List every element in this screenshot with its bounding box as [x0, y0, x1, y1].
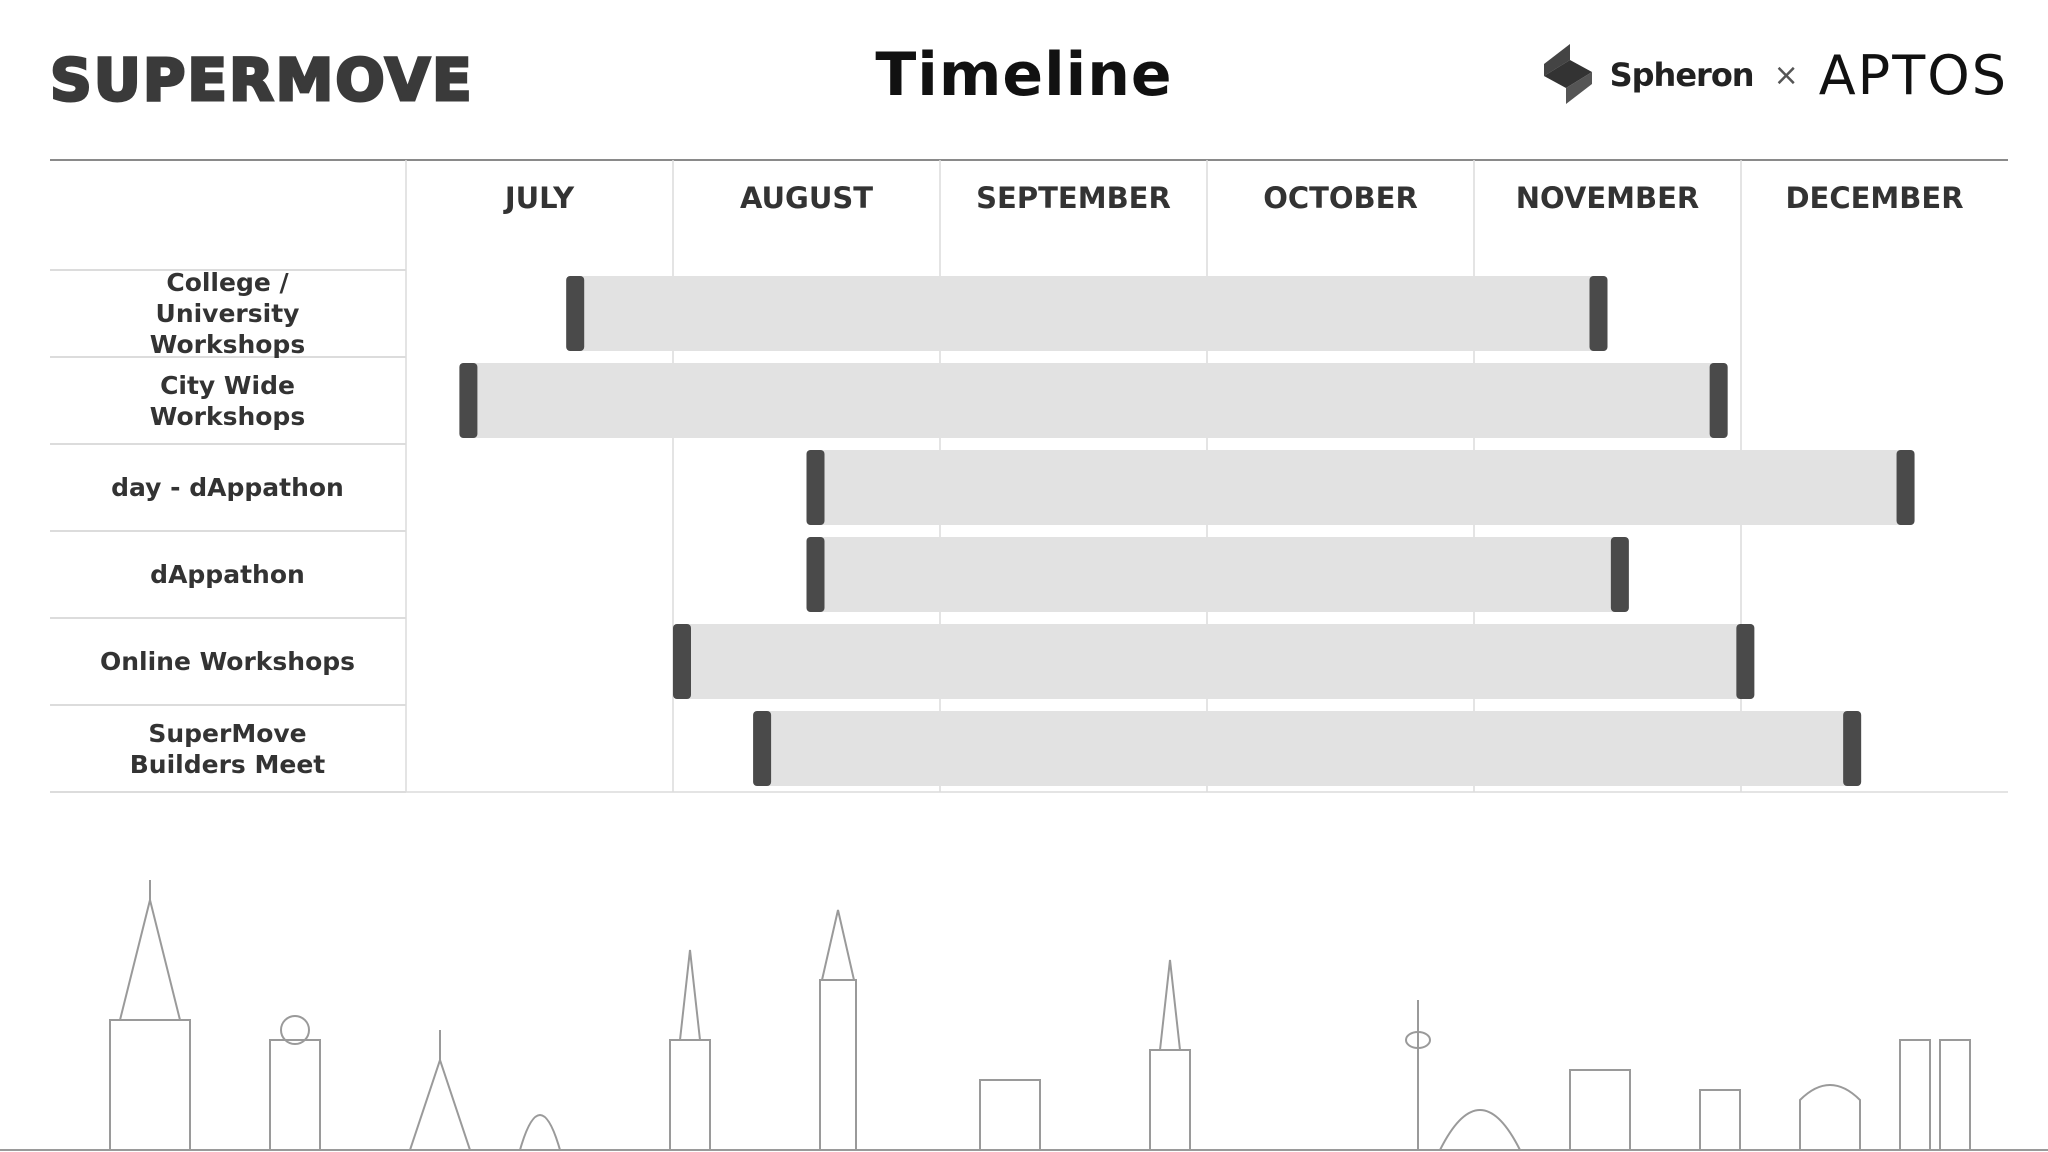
gantt-bar [806, 537, 1629, 612]
task-label: day - dAppathon [50, 444, 405, 531]
collab-separator: × [1773, 57, 1799, 93]
month-label: OCTOBER [1263, 181, 1418, 215]
gantt-bar-end-cap [1589, 276, 1608, 351]
gantt-bar-start-cap [673, 624, 691, 699]
gantt-bar-fill [753, 711, 1862, 786]
gantt-bar-fill [566, 276, 1608, 351]
task-label: SuperMove Builders Meet [50, 705, 405, 792]
task-label: dAppathon [50, 531, 405, 618]
gantt-bar-fill [673, 624, 1755, 699]
gantt-bar-end-cap [1843, 711, 1862, 786]
city-skyline-illustration [0, 880, 2048, 1151]
gantt-bar-start-cap [806, 450, 825, 525]
task-label: City Wide Workshops [50, 357, 405, 444]
task-label-text: day - dAppathon [111, 473, 344, 502]
brand-text: SUPERMOVE [50, 46, 474, 110]
gantt-bar [753, 711, 1862, 786]
task-label-text: SuperMove Builders Meet [129, 718, 326, 779]
month-label: DECEMBER [1785, 181, 1963, 215]
task-label: Online Workshops [50, 618, 405, 705]
month-label: AUGUST [740, 181, 873, 215]
month-axis: JULY AUGUST SEPTEMBER OCTOBER NOVEMBER DECEMB… [503, 181, 1964, 215]
month-label: SEPTEMBER [976, 181, 1171, 215]
gantt-bar-end-cap [1896, 450, 1915, 525]
gantt-bar-end-cap [1709, 363, 1728, 438]
gantt-bar-end-cap [1610, 537, 1629, 612]
gantt-bar-start-cap [806, 537, 825, 612]
spheron-wordmark: Spheron [1609, 56, 1755, 94]
gantt-bar-start-cap [566, 276, 585, 351]
task-label-text: Online Workshops [99, 647, 356, 676]
aptos-wordmark: APTOS [1818, 43, 2008, 107]
gantt-bar [459, 363, 1728, 438]
supermove-logo: SUPERMOVE [50, 46, 474, 110]
spheron-logo-icon [1543, 44, 1592, 104]
gantt-bar-fill [806, 537, 1629, 612]
gantt-bar-fill [806, 450, 1915, 525]
month-label: JULY [503, 181, 575, 215]
gantt-chart: JULY AUGUST SEPTEMBER OCTOBER NOVEMBER DECEMB… [50, 159, 2008, 793]
task-label-text: dAppathon [150, 560, 305, 589]
gantt-bar-start-cap [753, 711, 772, 786]
gantt-bar [566, 276, 1608, 351]
gantt-bar [673, 624, 1755, 699]
gantt-bar-start-cap [459, 363, 478, 438]
gantt-bars [459, 276, 1915, 786]
month-label: NOVEMBER [1516, 181, 1700, 215]
partner-logos: Spheron × APTOS [1540, 40, 2008, 110]
task-label: College / University Workshops [50, 268, 405, 359]
task-label-text: College / University Workshops [149, 268, 306, 359]
task-label-text: City Wide Workshops [149, 370, 306, 431]
gantt-bar [806, 450, 1915, 525]
gantt-bar-fill [459, 363, 1728, 438]
page-title: Timeline [875, 40, 1173, 110]
gantt-bar-end-cap [1736, 624, 1755, 699]
